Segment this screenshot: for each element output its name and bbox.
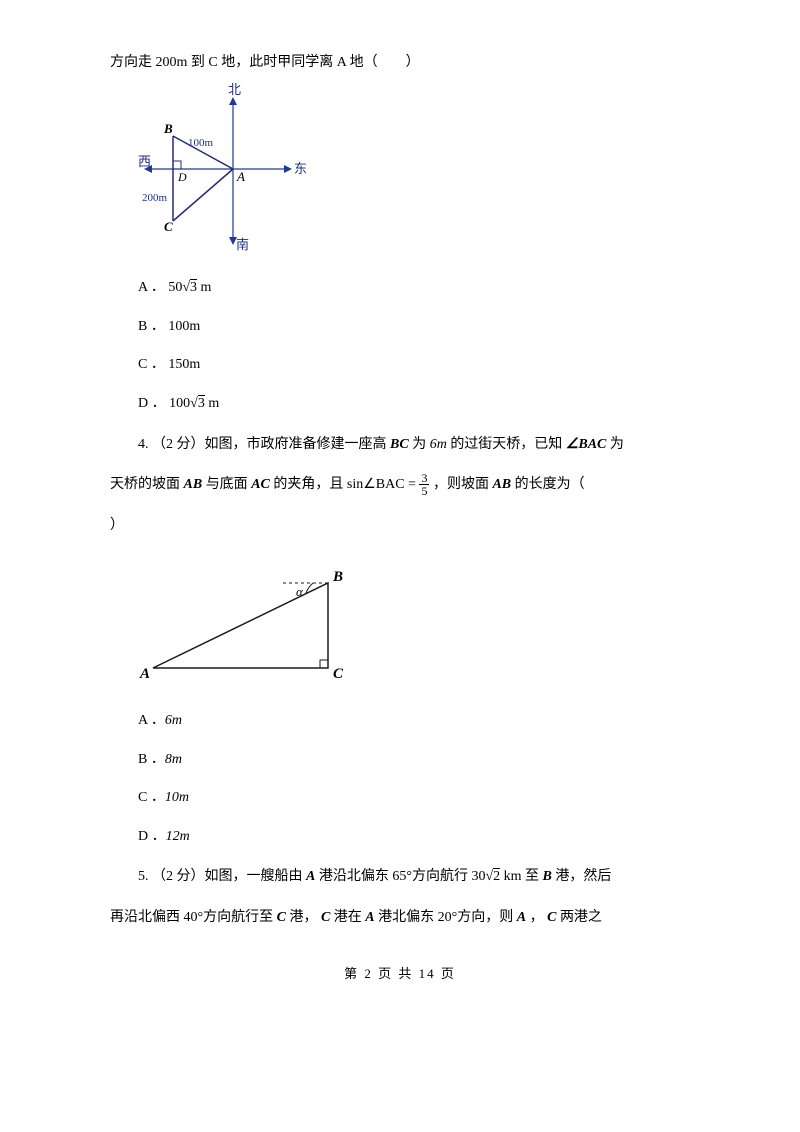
q4-figure: α A B C — [138, 553, 690, 694]
q4-text-3: ） — [110, 513, 690, 540]
svg-text:南: 南 — [236, 237, 249, 252]
q3-option-a: A ． 50√3 m — [110, 275, 690, 302]
svg-text:D: D — [177, 170, 187, 184]
svg-text:A: A — [139, 666, 150, 682]
svg-text:北: 北 — [228, 82, 241, 97]
svg-text:东: 东 — [294, 161, 307, 176]
svg-text:B: B — [332, 569, 343, 585]
q3-figure: 北 南 东 西 B A C D 100m 200m — [138, 91, 690, 262]
q3-option-b: B ． 100m — [110, 314, 690, 341]
q5-text-1: 5. （2 分）如图，一艘船由 A 港沿北偏东 65°方向航行 30√2 km … — [110, 864, 690, 891]
q4-svg: α A B C — [138, 553, 368, 683]
q4-option-c: C ．10m — [110, 785, 690, 812]
q3-option-c: C ． 150m — [110, 352, 690, 379]
q4-option-a: A ．6m — [110, 708, 690, 735]
q3-tail-text: 方向走 200m 到 C 地，此时甲同学离 A 地（ ） — [110, 50, 690, 77]
q5-text-2: 再沿北偏西 40°方向航行至 C 港， C 港在 A 港北偏东 20°方向，则 … — [110, 905, 690, 932]
svg-text:α: α — [296, 584, 304, 599]
svg-text:C: C — [333, 666, 344, 682]
svg-text:200m: 200m — [142, 192, 168, 204]
q4-text-2: 天桥的坡面 AB 与底面 AC 的夹角，且 sin∠BAC = 35 ，则坡面 … — [110, 472, 690, 499]
svg-text:C: C — [164, 219, 173, 234]
q3-option-d: D ． 100√3 m — [110, 391, 690, 418]
q3-svg: 北 南 东 西 B A C D 100m 200m — [138, 91, 308, 251]
q4-text: 4. （2 分）如图，市政府准备修建一座高 BC 为 6m 的过街天桥，已知 ∠… — [110, 432, 690, 459]
svg-text:B: B — [163, 121, 173, 136]
svg-text:100m: 100m — [188, 137, 214, 149]
page-footer: 第 2 页 共 14 页 — [110, 962, 690, 987]
q4-option-d: D ．12m — [110, 824, 690, 851]
q4-option-b: B ．8m — [110, 747, 690, 774]
svg-text:A: A — [236, 169, 245, 184]
svg-text:西: 西 — [138, 154, 151, 169]
page-content: 方向走 200m 到 C 地，此时甲同学离 A 地（ ） 北 南 东 西 B A… — [0, 0, 800, 1016]
